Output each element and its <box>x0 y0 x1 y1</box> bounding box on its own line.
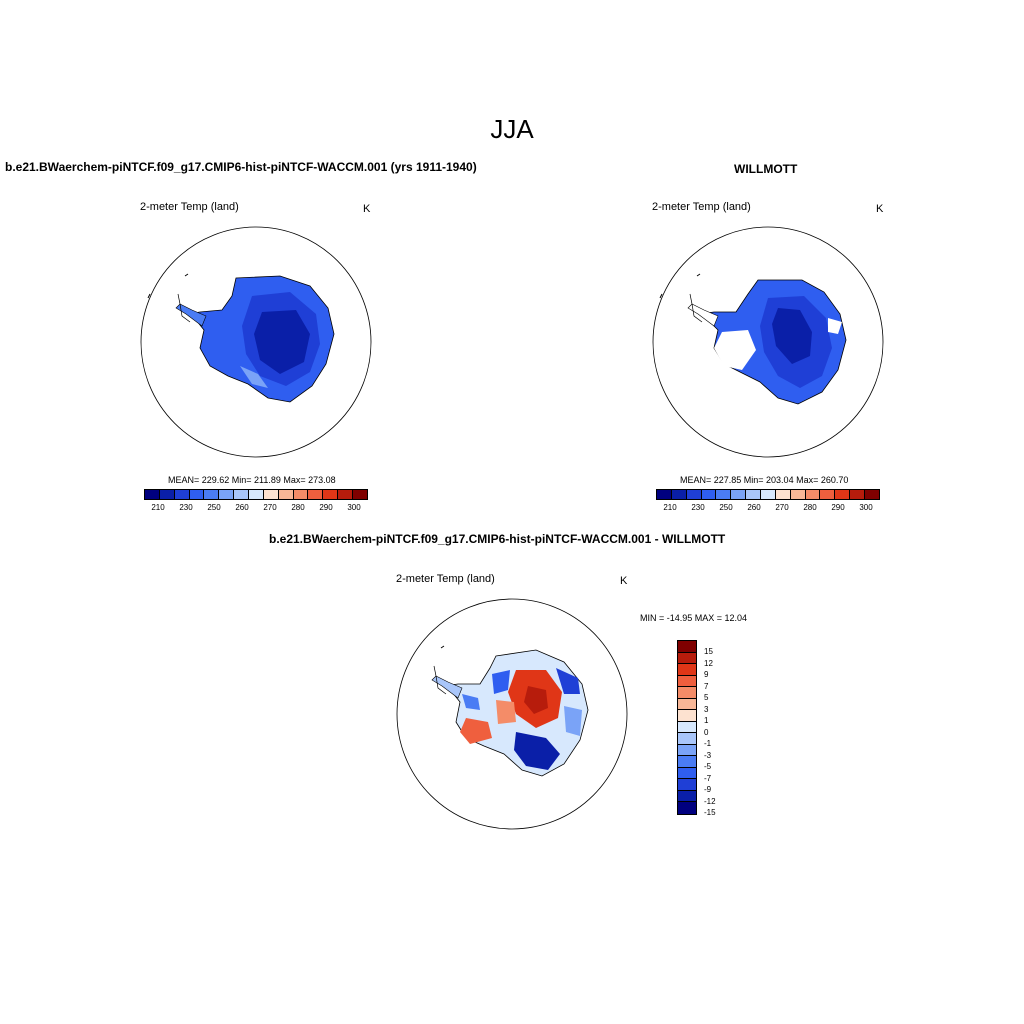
obs-map <box>652 226 884 458</box>
diff-colorbar-tick-label: -5 <box>704 762 712 771</box>
model-map <box>140 226 372 458</box>
model-colorbar-tick-label: 210 <box>151 503 165 512</box>
model-colorbar-tick-label: 300 <box>347 503 361 512</box>
obs-colorbar-swatch <box>761 490 776 499</box>
obs-colorbar-swatch <box>835 490 851 499</box>
model-colorbar-swatch <box>249 490 264 499</box>
diff-colorbar-tick-label: 3 <box>704 704 709 714</box>
diff-colorbar-swatch <box>678 744 696 756</box>
obs-colorbar-swatch <box>790 490 806 499</box>
diff-colorbar-tick-label: -1 <box>704 739 712 748</box>
obs-colorbar-swatch <box>701 490 717 499</box>
diff-variable-label: 2-meter Temp (land) <box>396 573 495 585</box>
diff-colorbar-swatch <box>678 767 696 779</box>
model-colorbar-tick-label: 280 <box>291 503 305 512</box>
obs-colorbar-tick-label: 300 <box>859 503 873 512</box>
obs-colorbar-tick-label: 250 <box>719 503 733 512</box>
model-variable-label: 2-meter Temp (land) <box>140 201 239 213</box>
obs-colorbar-swatch <box>716 490 732 499</box>
diff-colorbar-tick-label: 9 <box>704 670 709 679</box>
diff-colorbar-tick-label: -3 <box>704 750 712 760</box>
figure-title: JJA <box>490 114 534 144</box>
model-colorbar-swatch <box>323 490 339 499</box>
model-colorbar-swatch <box>234 490 250 499</box>
model-colorbar-swatch <box>263 490 279 499</box>
obs-units-label: K <box>876 203 884 215</box>
obs-variable-label: 2-meter Temp (land) <box>652 201 751 213</box>
obs-stats: MEAN= 227.85 Min= 203.04 Max= 260.70 <box>680 475 849 485</box>
model-antarctica-field <box>175 275 335 403</box>
obs-antarctica-field <box>687 279 847 405</box>
model-colorbar-swatch <box>278 490 294 499</box>
model-colorbar-swatch <box>353 490 367 499</box>
diff-stats: MIN = -14.95 MAX = 12.04 <box>640 613 748 623</box>
diff-colorbar-swatch <box>678 790 696 802</box>
model-colorbar-swatch <box>189 490 205 499</box>
diff-colorbar-tick-label: 15 <box>704 647 713 656</box>
diff-colorbar-labels: 15 12 9 7 5 3 1 0 -1 -3 -5 -7 -9 -12 -15 <box>704 640 734 830</box>
obs-colorbar-swatch <box>775 490 791 499</box>
diff-colorbar-swatch <box>678 698 696 710</box>
model-units-label: K <box>363 203 371 215</box>
model-colorbar-swatch <box>159 490 175 499</box>
obs-panel-title: WILLMOTT <box>734 162 798 176</box>
diff-colorbar-tick-label: 7 <box>704 681 709 691</box>
obs-colorbar-swatch <box>731 490 747 499</box>
diff-colorbar-tick-label: -7 <box>704 773 712 783</box>
diff-colorbar <box>677 640 697 815</box>
obs-colorbar-tick-label: 270 <box>775 503 789 512</box>
model-colorbar-tick-label: 260 <box>235 503 249 512</box>
model-colorbar-tick-label: 230 <box>179 503 193 512</box>
obs-colorbar-tick-label: 290 <box>831 503 845 512</box>
diff-colorbar-swatch <box>678 779 696 791</box>
diff-colorbar-tick-label: 1 <box>704 716 709 725</box>
model-colorbar-swatch <box>145 490 160 499</box>
obs-colorbar-tick-label: 260 <box>747 503 761 512</box>
obs-colorbar-swatch <box>657 490 672 499</box>
obs-colorbar-swatch <box>865 490 879 499</box>
diff-colorbar-swatch <box>678 675 696 687</box>
model-colorbar-tick-label: 290 <box>319 503 333 512</box>
diff-colorbar-swatch <box>678 652 696 664</box>
obs-colorbar-swatch <box>805 490 821 499</box>
obs-colorbar-swatch <box>746 490 762 499</box>
model-colorbar-swatch <box>308 490 324 499</box>
model-colorbar-swatch <box>293 490 309 499</box>
diff-colorbar-tick-label: -15 <box>704 808 716 817</box>
obs-colorbar-tick-label: 210 <box>663 503 677 512</box>
diff-panel-title: b.e21.BWaerchem-piNTCF.f09_g17.CMIP6-his… <box>269 532 726 546</box>
model-colorbar: 210 230 250 260 270 280 290 300 <box>144 489 368 512</box>
diff-units-label: K <box>620 575 628 587</box>
diff-colorbar-tick-label: -9 <box>704 785 712 794</box>
obs-colorbar-swatch <box>686 490 702 499</box>
obs-colorbar: 210 230 250 260 270 280 290 300 <box>656 489 880 512</box>
diff-colorbar-swatch <box>678 802 696 814</box>
diff-colorbar-tick-label: -12 <box>704 796 716 806</box>
diff-antarctica-field <box>431 649 589 777</box>
diff-colorbar-swatch <box>678 664 696 676</box>
diff-colorbar-swatch <box>678 756 696 768</box>
model-colorbar-swatch <box>204 490 220 499</box>
diff-colorbar-swatch <box>678 733 696 745</box>
obs-colorbar-swatch <box>850 490 866 499</box>
model-colorbar-swatch <box>219 490 235 499</box>
model-colorbar-swatch <box>174 490 190 499</box>
diff-colorbar-swatch <box>678 687 696 699</box>
diff-colorbar-swatch <box>678 721 696 733</box>
diff-colorbar-tick-label: 5 <box>704 693 709 702</box>
model-colorbar-tick-label: 250 <box>207 503 221 512</box>
obs-colorbar-tick-label: 230 <box>691 503 705 512</box>
obs-colorbar-swatch <box>820 490 836 499</box>
diff-colorbar-tick-label: 0 <box>704 727 709 737</box>
model-colorbar-tick-label: 270 <box>263 503 277 512</box>
obs-colorbar-tick-label: 280 <box>803 503 817 512</box>
model-colorbar-swatch <box>338 490 354 499</box>
model-stats: MEAN= 229.62 Min= 211.89 Max= 273.08 <box>168 475 336 485</box>
diff-colorbar-swatch <box>678 710 696 722</box>
diff-colorbar-tick-label: 12 <box>704 658 713 668</box>
diff-colorbar-swatch <box>678 641 696 653</box>
obs-colorbar-swatch <box>671 490 687 499</box>
diff-map <box>396 598 628 830</box>
model-panel-title: b.e21.BWaerchem-piNTCF.f09_g17.CMIP6-his… <box>5 160 477 174</box>
